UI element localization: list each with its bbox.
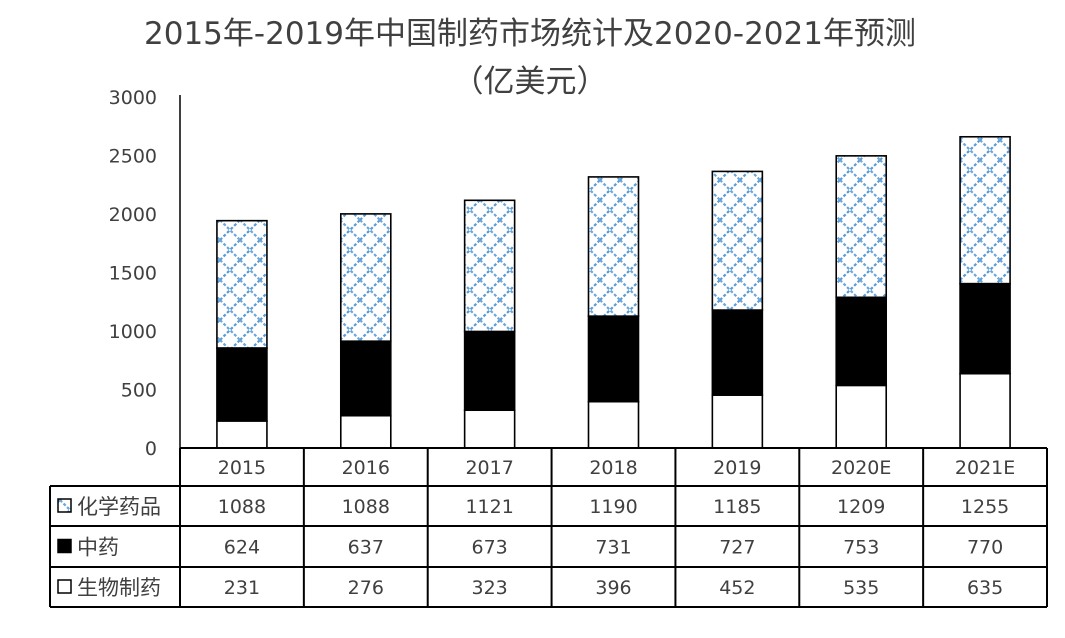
bar-segment	[835, 296, 888, 387]
table-value: 396	[595, 577, 631, 599]
x-tick-label: 2017	[465, 457, 513, 479]
chart-subtitle: （亿美元）	[453, 64, 608, 100]
table-value: 231	[224, 577, 260, 599]
table-value: 1255	[961, 496, 1009, 518]
chart-title: 2015年-2019年中国制药市场统计及2020-2021年预测	[144, 16, 916, 52]
bar-segment	[463, 199, 516, 333]
table-value: 452	[719, 577, 755, 599]
table-value: 727	[719, 537, 755, 559]
table-value: 673	[472, 537, 508, 559]
table-value: 1185	[713, 496, 761, 518]
bar-segment	[216, 420, 268, 449]
table-value: 624	[224, 537, 260, 559]
table-value: 635	[967, 577, 1003, 599]
bar-segment	[711, 309, 764, 396]
y-tick-label: 500	[121, 380, 157, 402]
x-tick-label: 2019	[713, 457, 761, 479]
table-value: 276	[348, 577, 384, 599]
legend-key	[57, 538, 72, 554]
legend-label: 化学药品	[77, 495, 161, 519]
y-tick-label: 1500	[109, 263, 157, 285]
legend-label: 生物制药	[77, 576, 161, 600]
table-value: 323	[472, 577, 508, 599]
bar-segment	[959, 282, 1011, 375]
bar-segment	[216, 347, 268, 422]
y-tick-label: 1000	[109, 321, 157, 343]
y-tick-label: 3000	[109, 87, 157, 109]
legend-key	[57, 498, 72, 513]
bar-segment	[711, 170, 764, 311]
x-tick-label: 2015	[218, 457, 266, 479]
table-value: 1088	[218, 496, 266, 518]
x-tick-label: 2016	[342, 457, 390, 479]
x-tick-label: 2020E	[831, 457, 891, 479]
bar-segment	[339, 414, 392, 449]
table-value: 1121	[465, 496, 513, 518]
bar-segment	[587, 400, 640, 449]
y-tick-label: 2000	[109, 204, 157, 226]
x-tick-label: 2018	[589, 457, 637, 479]
table-value: 1209	[837, 496, 885, 518]
table-value: 1088	[342, 496, 390, 518]
table-value: 770	[967, 537, 1003, 559]
table-value: 731	[595, 537, 631, 559]
bar-segment	[959, 372, 1011, 449]
x-tick-label: 2021E	[955, 457, 1015, 479]
legend-key	[57, 579, 72, 594]
bar-segment	[216, 219, 268, 349]
bar-segment	[339, 213, 392, 342]
y-tick-label: 2500	[109, 146, 157, 168]
bar-segment	[339, 340, 392, 417]
legend-label: 中药	[77, 536, 119, 560]
bar-segment	[959, 135, 1011, 285]
bar-segment	[587, 176, 640, 317]
bar-segment	[711, 394, 764, 449]
y-tick-label: 0	[145, 438, 157, 460]
bar-segment	[835, 384, 888, 449]
table-value: 753	[843, 537, 879, 559]
bar-segment	[463, 330, 516, 412]
table-value: 637	[348, 537, 384, 559]
bar-segment	[835, 155, 888, 299]
table-value: 1190	[589, 496, 637, 518]
bar-segment	[463, 409, 516, 449]
table-value: 535	[843, 577, 879, 599]
bar-segment	[587, 315, 640, 403]
